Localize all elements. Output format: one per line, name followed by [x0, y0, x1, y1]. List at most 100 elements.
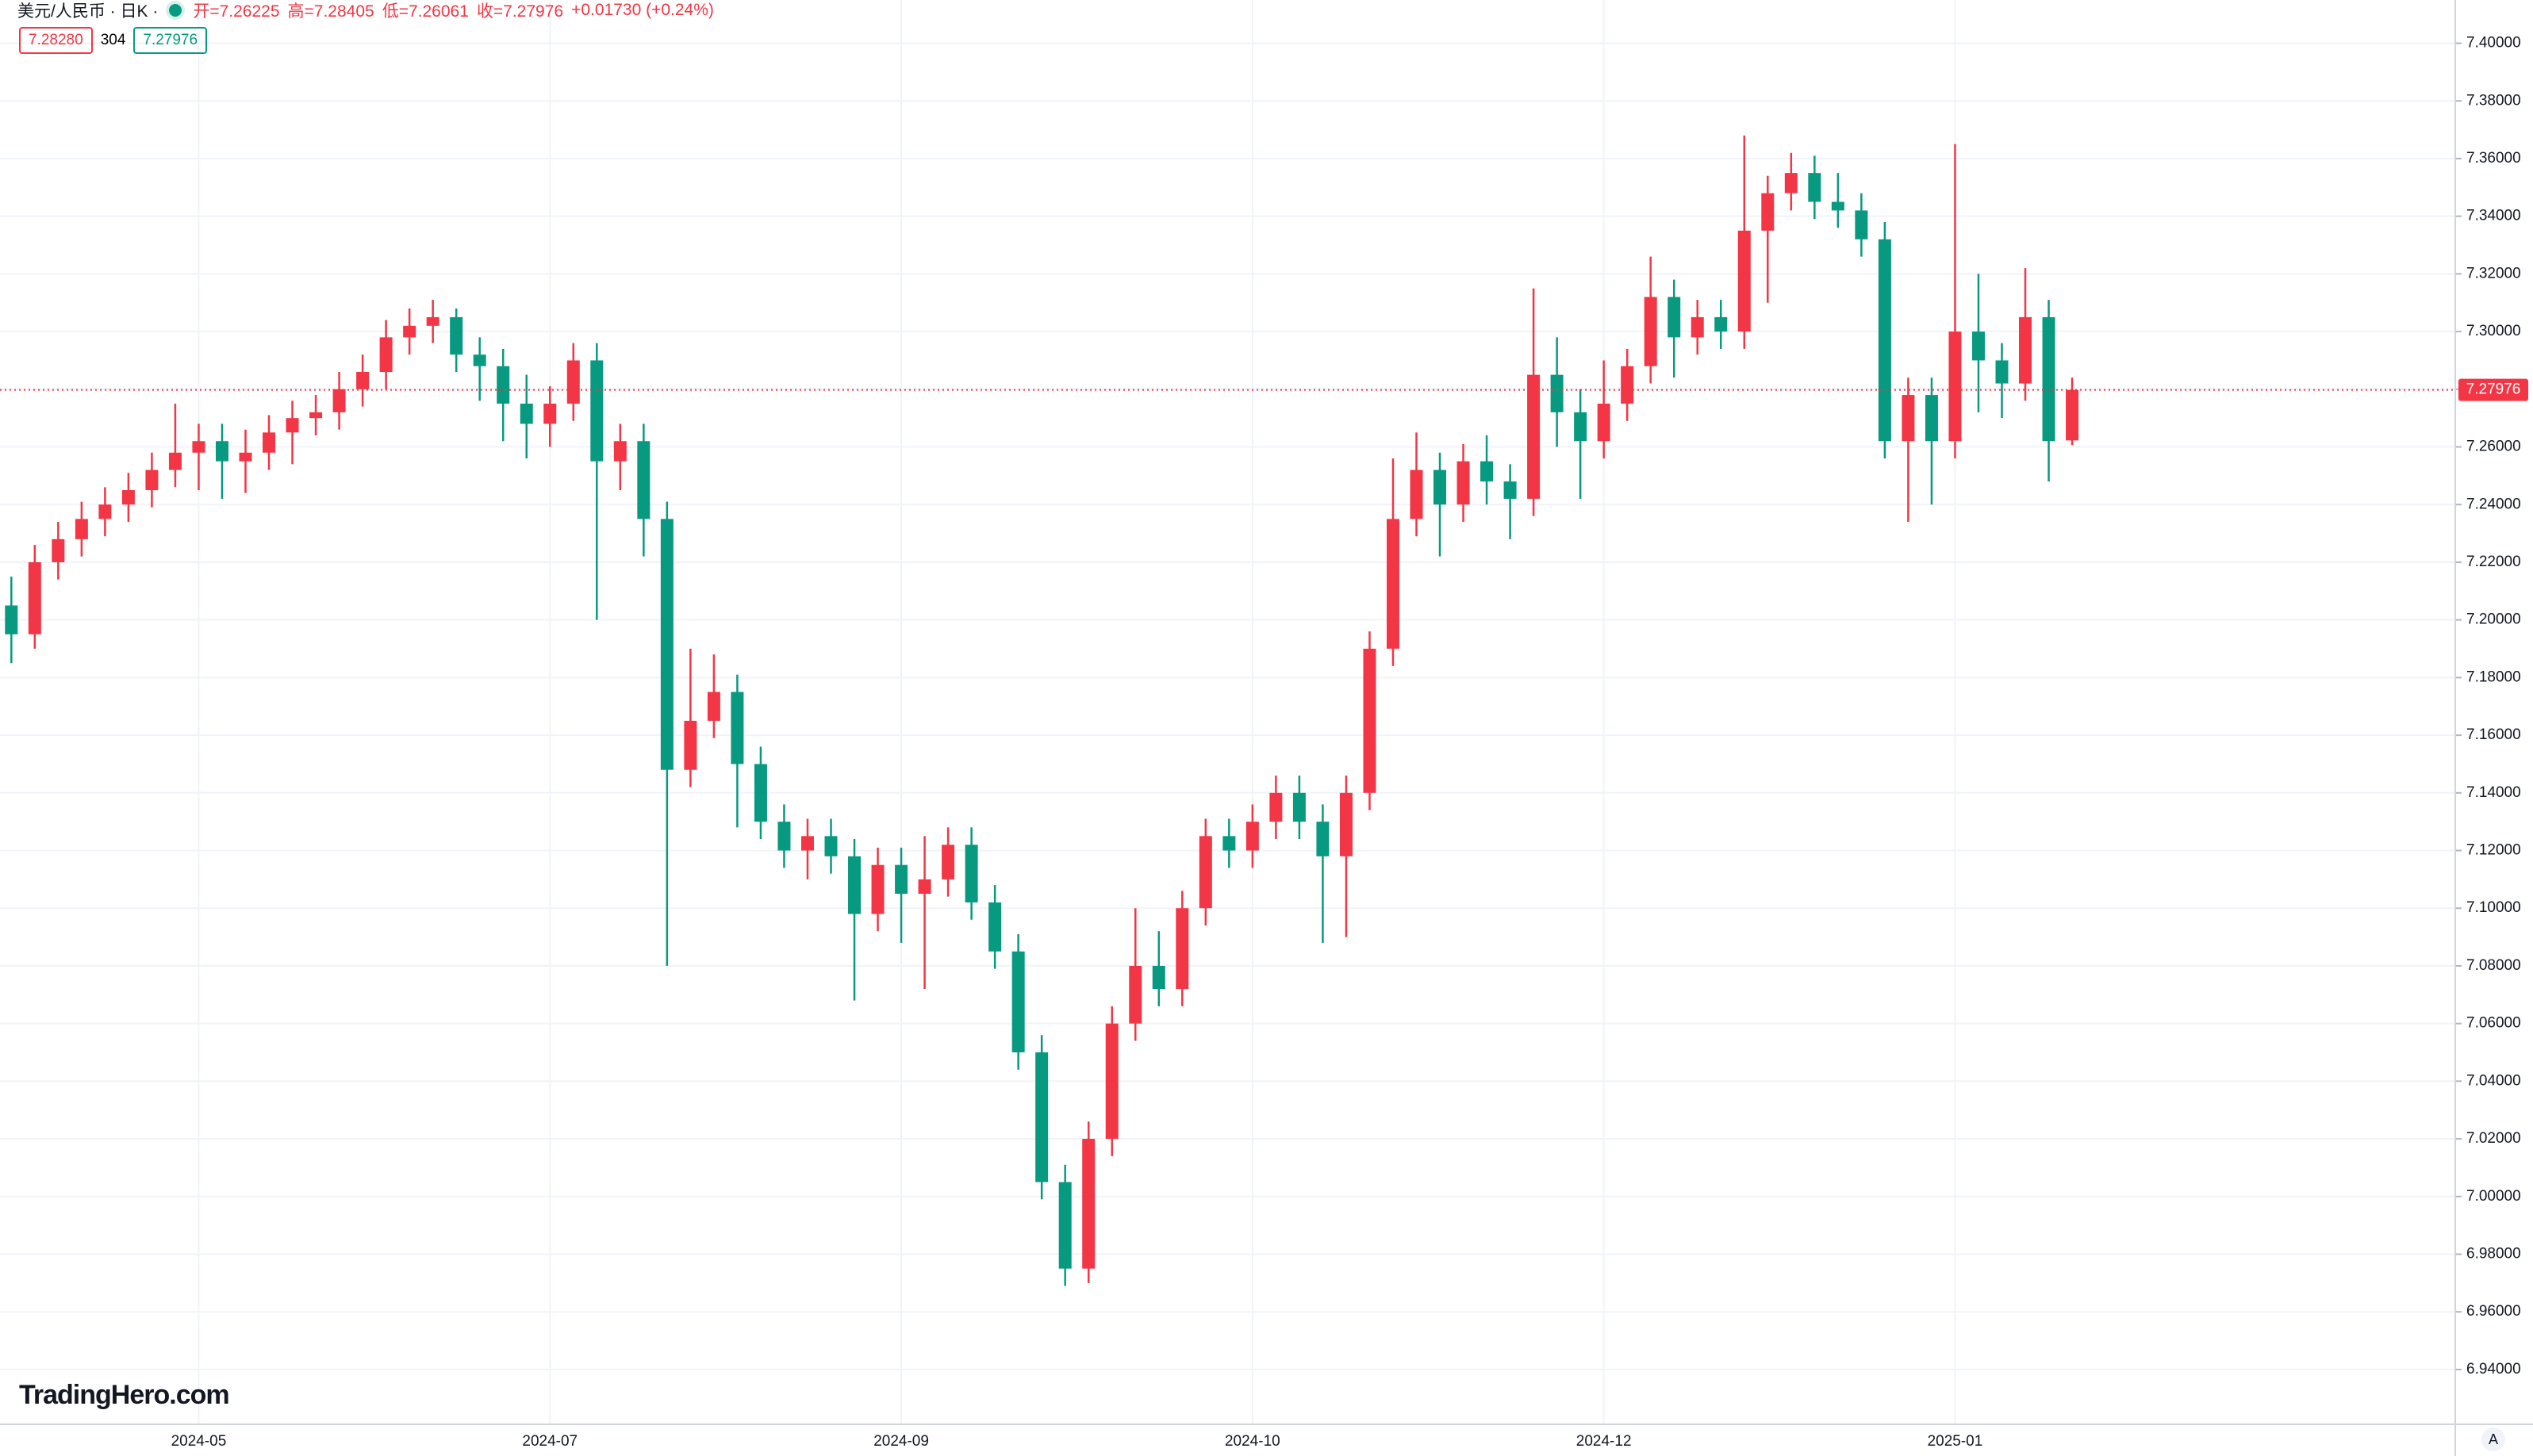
y-tick-label: 6.94000: [2466, 1361, 2521, 1377]
open-value: 开=7.26225: [193, 2, 280, 21]
candle-body: [286, 418, 299, 433]
candle-body: [145, 469, 159, 491]
candle-body: [1574, 412, 1587, 442]
candle-body: [1292, 792, 1306, 822]
x-tick-label: 2024-10: [1225, 1433, 1280, 1450]
y-tick-label: 7.20000: [2466, 611, 2521, 628]
candle-body: [777, 822, 791, 851]
candle-body: [871, 864, 885, 914]
candle-body: [895, 864, 908, 895]
candle-body: [1527, 374, 1541, 499]
y-tick-label: 7.26000: [2466, 439, 2521, 455]
candle-body: [215, 441, 228, 462]
candle-body: [1199, 836, 1212, 909]
candle-body: [707, 692, 720, 721]
y-tick-label: 7.16000: [2466, 726, 2521, 743]
candle-body: [1737, 230, 1751, 332]
y-tick-label: 7.22000: [2466, 554, 2521, 570]
candle-body: [1456, 461, 1470, 505]
x-tick-label: 2024-07: [522, 1433, 578, 1450]
candle-body: [848, 856, 862, 914]
sell-price[interactable]: 7.28280: [19, 27, 93, 54]
candle-body: [1152, 965, 1165, 990]
y-tick-label: 6.96000: [2466, 1303, 2521, 1320]
candle-body: [2019, 316, 2032, 384]
candle-body: [637, 441, 651, 519]
candle-body: [356, 371, 370, 389]
candle-body: [754, 764, 767, 822]
quote-boxes: 7.28280 304 7.27976: [19, 27, 208, 54]
y-tick-label: 7.40000: [2466, 35, 2521, 52]
candle-body: [98, 504, 112, 519]
candle-body: [52, 538, 65, 562]
candle-body: [121, 490, 135, 505]
x-tick-label: 2024-09: [873, 1433, 929, 1450]
candle-body: [1035, 1052, 1049, 1182]
candle-body: [543, 403, 557, 424]
candle-body: [1363, 649, 1376, 793]
candle-body: [1971, 331, 1985, 361]
candle-body: [263, 432, 276, 453]
candle-body: [1011, 951, 1025, 1053]
y-tick-label: 7.00000: [2466, 1188, 2521, 1205]
candle-body: [660, 519, 674, 770]
candle-body: [239, 452, 252, 462]
high-value: 高=7.28405: [287, 2, 374, 21]
watermark: TradingHero.com: [19, 1380, 230, 1410]
candle-body: [2042, 316, 2055, 442]
candle-body: [1831, 201, 1844, 211]
symbol[interactable]: 美元/人民币 · 日K ·: [17, 2, 159, 21]
auto-scale-button[interactable]: A: [2481, 1427, 2505, 1451]
candle-body: [497, 366, 510, 404]
candle-body: [1925, 395, 1938, 442]
candle-body: [168, 452, 182, 470]
y-tick-label: 6.98000: [2466, 1246, 2521, 1263]
candle-body: [192, 441, 205, 453]
y-tick-label: 7.10000: [2466, 899, 2521, 916]
candle-body: [332, 389, 346, 412]
y-tick-label: 7.24000: [2466, 496, 2521, 512]
y-tick-label: 7.08000: [2466, 957, 2521, 974]
y-tick-label: 7.06000: [2466, 1015, 2521, 1032]
candle-body: [1339, 792, 1353, 856]
candle-body: [1550, 374, 1564, 412]
candle-body: [1245, 822, 1259, 851]
y-tick-label: 7.18000: [2466, 669, 2521, 685]
buy-price[interactable]: 7.27976: [133, 27, 208, 54]
candle-body: [75, 519, 88, 539]
candle-body: [450, 316, 463, 355]
candle-body: [5, 605, 18, 634]
candle-body: [1691, 316, 1704, 338]
candle-body: [520, 403, 533, 424]
candle-body: [2066, 389, 2079, 441]
candle-body: [28, 561, 41, 634]
x-tick-label: 2025-01: [1928, 1433, 1983, 1450]
candle-body: [613, 441, 627, 462]
candle-body: [473, 354, 486, 366]
x-tick-label: 2024-12: [1576, 1433, 1632, 1450]
candle-body: [1433, 469, 1447, 505]
candle-body: [1269, 792, 1283, 822]
candle-body: [731, 692, 744, 764]
y-tick-label: 7.34000: [2466, 208, 2521, 224]
candle-body: [1129, 965, 1142, 1024]
candle-body: [1503, 481, 1517, 499]
candle-body: [942, 845, 955, 879]
candle-body: [1176, 908, 1189, 990]
y-tick-label: 7.36000: [2466, 150, 2521, 167]
y-tick-label: 7.30000: [2466, 323, 2521, 339]
candle-body: [403, 325, 416, 338]
candle-body: [824, 836, 838, 856]
legend-header: 美元/人民币 · 日K · 开=7.26225 高=7.28405 低=7.26…: [17, 0, 714, 21]
status-dot: [166, 1, 186, 20]
candle-body: [1995, 360, 2009, 384]
candle-body: [1878, 239, 1891, 442]
candle-body: [1784, 173, 1798, 193]
candle-body: [1316, 822, 1330, 856]
low-value: 低=7.26061: [382, 2, 469, 21]
candle-body: [965, 845, 978, 902]
candle-body: [1644, 297, 1657, 366]
candle-body: [1761, 193, 1775, 231]
